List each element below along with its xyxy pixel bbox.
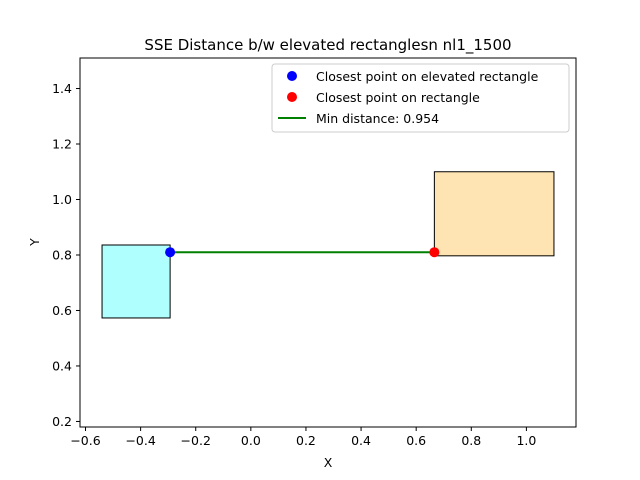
rectangle [433,171,555,257]
legend-marker-blue-dot [287,71,297,81]
legend-label-elevated-point: Closest point on elevated rectangle [316,69,539,84]
y-axis-label: Y [27,238,42,247]
x-tick-label: 0.6 [406,433,426,448]
y-tick-label: 1.4 [52,81,72,96]
x-tick-label: −0.4 [125,433,155,448]
legend: Closest point on elevated rectangle Clos… [271,63,570,133]
closest-point-elevated-rectangle [165,247,176,258]
shapes-layer [101,171,555,319]
legend-frame [271,63,570,133]
y-tick-label: 0.6 [52,303,72,318]
y-tick-label: 0.2 [52,414,72,429]
x-tick-label: 0.2 [296,433,316,448]
legend-label-rectangle-point: Closest point on rectangle [316,90,480,105]
y-tick-label: 1.2 [52,137,72,152]
x-tick-label: 0.0 [241,433,261,448]
x-tick-label: 0.4 [351,433,371,448]
x-tick-label: 1.0 [516,433,536,448]
y-tick-label: 1.0 [52,192,72,207]
legend-marker-red-dot [287,92,297,102]
chart-title: SSE Distance b/w elevated rectanglesn nl… [144,36,511,55]
x-axis: −0.6 −0.4 −0.2 0.0 0.2 0.4 0.6 0.8 1.0 [70,427,536,448]
legend-label-min-distance: Min distance: 0.954 [316,111,439,126]
y-tick-label: 0.8 [52,247,72,262]
series-layer [165,247,440,258]
y-tick-label: 0.4 [52,358,72,373]
x-tick-label: 0.8 [461,433,481,448]
x-tick-label: −0.6 [70,433,100,448]
plot-frame [79,57,577,428]
x-tick-label: −0.2 [181,433,211,448]
elevated-rectangle [101,244,171,319]
y-axis: 0.2 0.4 0.6 0.8 1.0 1.2 1.4 [52,81,80,429]
x-axis-label: X [324,455,333,470]
closest-point-rectangle [429,247,440,258]
